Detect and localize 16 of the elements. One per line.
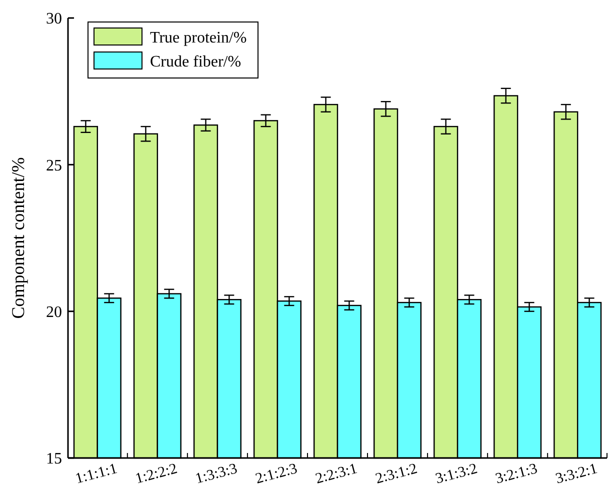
y-tick-label: 30 (46, 10, 62, 28)
x-tick-label: 3:1:3:2 (434, 460, 480, 488)
y-tick-label: 15 (46, 450, 62, 468)
x-tick-label: 1:2:2:2 (134, 460, 179, 488)
x-tick-label: 3:2:1:3 (494, 460, 540, 488)
y-tick-label: 20 (46, 304, 62, 321)
x-tick-label: 3:3:2:1 (554, 460, 600, 488)
legend-label: True protein/% (150, 30, 247, 47)
x-tick-label: 1:1:1:1 (74, 460, 119, 488)
y-axis-title: Component content/% (8, 157, 28, 319)
legend-label: Crude fiber/% (150, 54, 242, 71)
x-tick-label: 1:3:3:3 (194, 460, 240, 488)
y-tick-label: 25 (46, 157, 62, 174)
x-tick-label: 2:2:3:1 (314, 460, 360, 488)
x-tick-label: 2:1:2:3 (254, 460, 300, 488)
x-tick-label: 2:3:1:2 (374, 460, 420, 488)
